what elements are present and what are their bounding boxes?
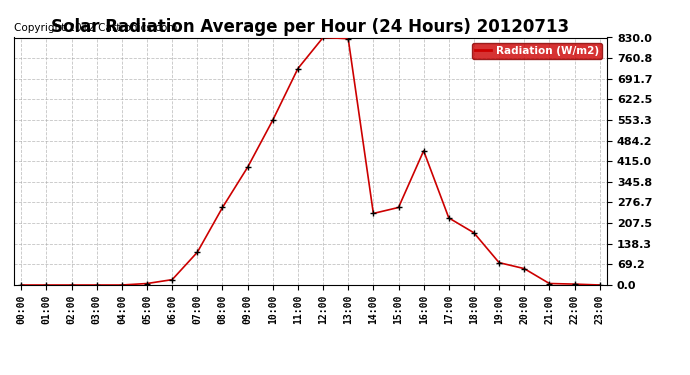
Text: Copyright 2012 Cartronics.com: Copyright 2012 Cartronics.com [14, 22, 177, 33]
Title: Solar Radiation Average per Hour (24 Hours) 20120713: Solar Radiation Average per Hour (24 Hou… [52, 18, 569, 36]
Legend: Radiation (W/m2): Radiation (W/m2) [472, 43, 602, 59]
